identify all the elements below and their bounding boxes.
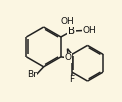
Text: Br: Br [27, 70, 36, 79]
Text: F: F [69, 75, 74, 84]
Text: B: B [68, 26, 75, 36]
Text: OH: OH [83, 26, 97, 35]
Text: O: O [65, 53, 71, 62]
Text: OH: OH [61, 17, 74, 26]
